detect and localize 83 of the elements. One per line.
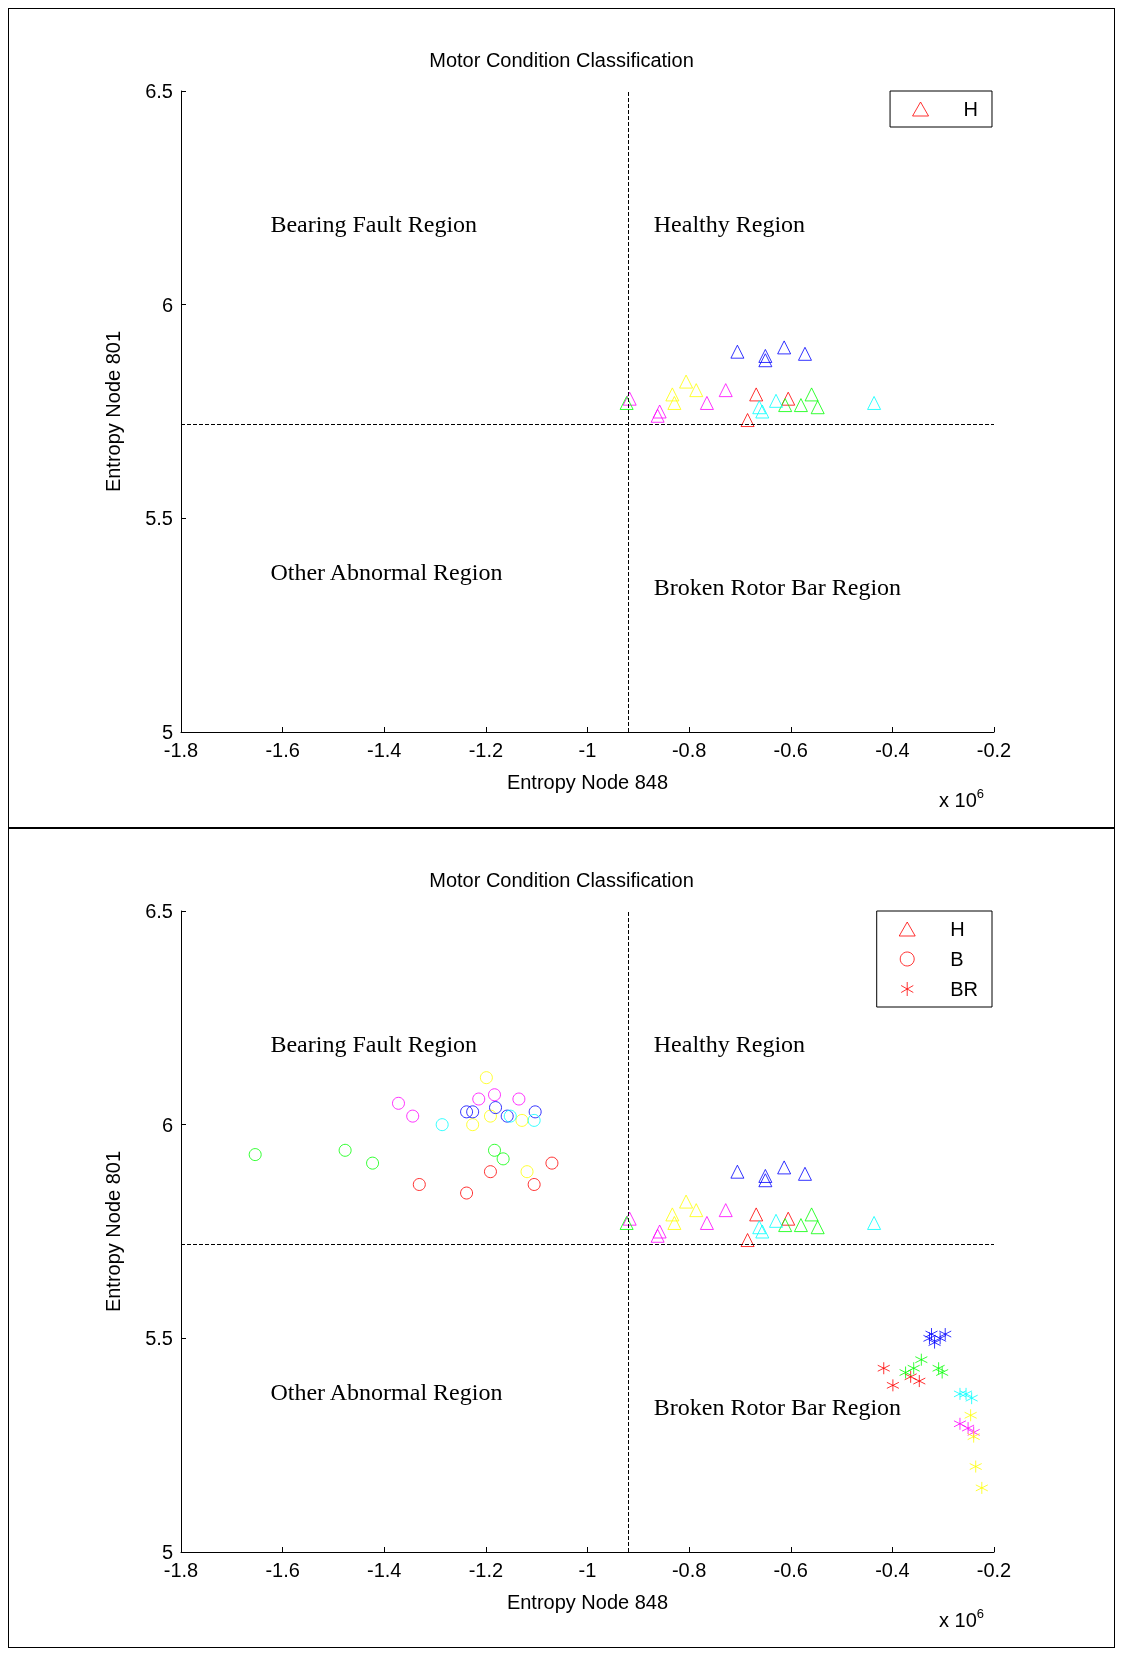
x-tick-label: -0.8 <box>671 1559 707 1581</box>
point <box>527 1113 541 1127</box>
x-tick-label: -1.4 <box>367 1559 402 1581</box>
point <box>699 395 714 410</box>
point <box>545 1156 559 1170</box>
y-tick-label: 6 <box>161 1113 173 1136</box>
x-tick-label: -1.2 <box>468 1559 504 1581</box>
point <box>778 398 793 413</box>
point <box>804 387 819 402</box>
legend-label: BR <box>950 978 979 1000</box>
x-tick-label: -0.6 <box>773 739 808 761</box>
point <box>460 1186 474 1200</box>
annotation: Bearing Fault Region <box>270 1031 478 1058</box>
point <box>867 395 882 410</box>
x-axis-title: Entropy Node 848 <box>506 771 669 793</box>
point <box>781 391 796 406</box>
y-axis-title: Entropy Node 801 <box>102 330 124 493</box>
point <box>755 1224 770 1239</box>
y-tick-label: 5.5 <box>145 1327 173 1350</box>
point <box>412 1178 426 1191</box>
point <box>483 1165 497 1179</box>
chart-title: Motor Condition Classification <box>429 869 694 891</box>
x-tick-label: -1.6 <box>265 1559 300 1581</box>
x-tick-label: -0.8 <box>671 739 707 761</box>
x-tick-label: -0.4 <box>875 1559 910 1581</box>
x-axis-title: Entropy Node 848 <box>506 1591 669 1613</box>
legend-label: H <box>950 918 965 940</box>
point <box>867 1215 882 1230</box>
point <box>758 348 773 363</box>
annotation: Broken Rotor Bar Region <box>653 1394 902 1421</box>
y-tick-label: 6.5 <box>145 80 173 102</box>
point <box>755 404 770 419</box>
point <box>667 395 682 410</box>
point <box>769 393 784 408</box>
y-axis-title: Entropy Node 801 <box>102 1150 124 1313</box>
annotation: Bearing Fault Region <box>270 211 478 238</box>
y-tick-label: 6.5 <box>145 900 173 922</box>
point <box>479 1071 493 1085</box>
annotation: Broken Rotor Bar Region <box>653 574 902 601</box>
x-tick-label: -0.4 <box>875 739 910 761</box>
y-tick-label: 5.5 <box>145 507 173 530</box>
point <box>740 413 755 428</box>
annotation: Other Abnormal Region <box>270 1379 503 1406</box>
legend-label: H <box>963 98 979 120</box>
point <box>622 391 637 406</box>
x-tick-label: -1 <box>578 1559 597 1581</box>
point <box>619 395 634 410</box>
point <box>797 346 812 361</box>
point <box>466 1118 480 1132</box>
point <box>749 387 764 402</box>
point <box>527 1178 541 1191</box>
point <box>777 340 792 355</box>
point <box>793 398 808 413</box>
y-tick-label: 6 <box>161 293 173 316</box>
point <box>689 383 704 398</box>
point <box>483 1109 497 1123</box>
point <box>758 353 773 368</box>
annotation: Healthy Region <box>653 211 806 238</box>
x-tick-label: -1 <box>578 739 597 761</box>
x-tick-label: -1.2 <box>468 739 504 761</box>
point <box>650 408 665 423</box>
point <box>665 387 680 402</box>
point <box>769 1213 784 1228</box>
point <box>718 383 733 398</box>
point <box>752 1220 767 1235</box>
point <box>520 1165 534 1179</box>
point <box>652 404 667 419</box>
point <box>679 374 694 389</box>
x-tick-label: -1.6 <box>265 739 300 761</box>
x-tick-label: -0.2 <box>976 739 1012 761</box>
chart-title: Motor Condition Classification <box>429 49 694 71</box>
point <box>515 1113 529 1127</box>
point <box>730 344 745 359</box>
x-tick-label: -0.6 <box>773 1559 808 1581</box>
annotation: Healthy Region <box>653 1031 806 1058</box>
point <box>953 1387 967 1401</box>
point <box>435 1118 449 1132</box>
legend-label: B <box>950 948 964 970</box>
annotation: Other Abnormal Region <box>270 559 503 586</box>
x-tick-label: -0.2 <box>976 1559 1012 1581</box>
point <box>810 400 825 415</box>
x-tick-label: -1.4 <box>367 739 402 761</box>
point <box>752 400 767 415</box>
